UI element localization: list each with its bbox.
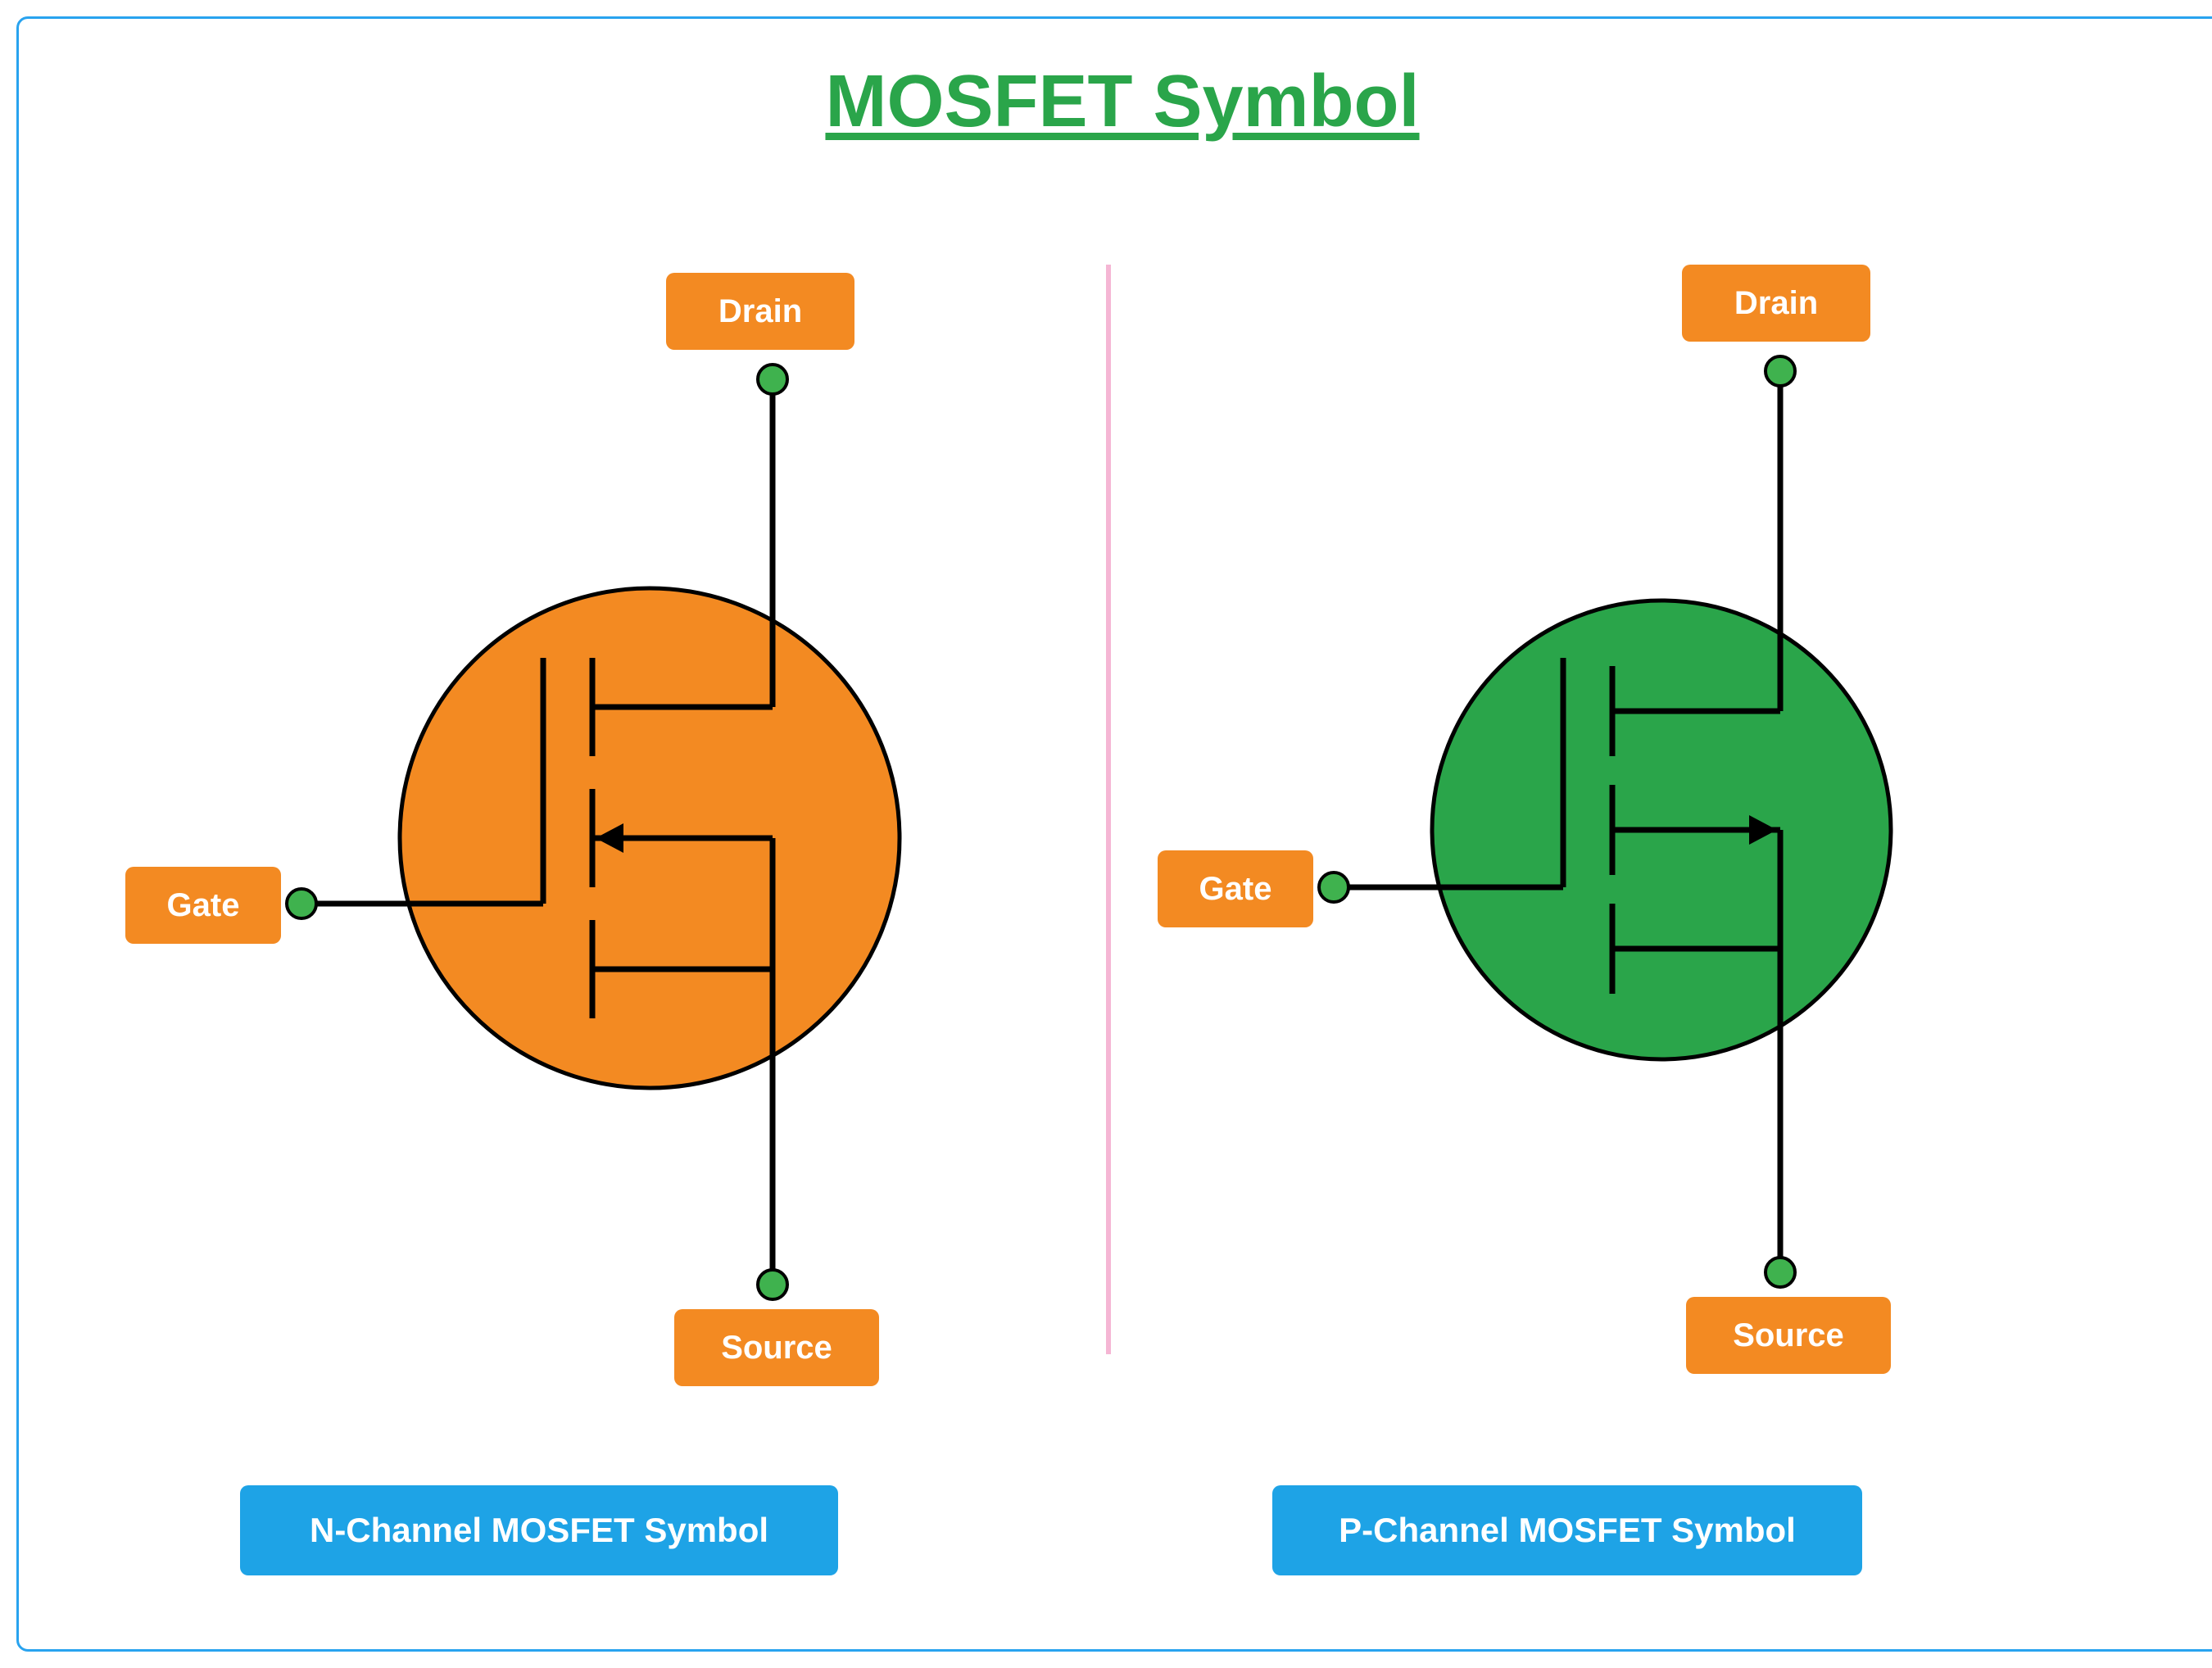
- gate-label: Gate: [125, 867, 281, 944]
- n-channel-caption: N-Channel MOSFET Symbol: [240, 1485, 838, 1575]
- drain-terminal-dot: [1766, 356, 1795, 386]
- diagram-canvas: MOSFET Symbol DrainGateSourceN-Channel M…: [16, 16, 2212, 1652]
- gate-terminal-dot: [1319, 873, 1349, 902]
- drain-terminal-dot: [758, 365, 787, 394]
- drain-label: Drain: [1682, 265, 1870, 342]
- source-label: Source: [674, 1309, 879, 1386]
- gate-terminal-dot: [287, 889, 316, 918]
- source-terminal-dot: [1766, 1258, 1795, 1287]
- source-terminal-dot: [758, 1270, 787, 1299]
- drain-label: Drain: [666, 273, 854, 350]
- source-label: Source: [1686, 1297, 1891, 1374]
- p-channel-caption: P-Channel MOSFET Symbol: [1272, 1485, 1862, 1575]
- gate-label: Gate: [1158, 850, 1313, 927]
- diagram-svg: [19, 19, 2212, 1654]
